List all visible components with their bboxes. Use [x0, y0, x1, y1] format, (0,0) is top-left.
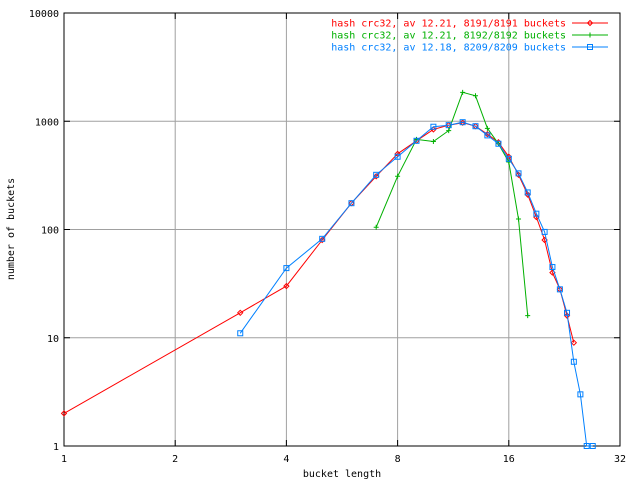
data-point-square: [237, 330, 244, 337]
series-2: [373, 89, 531, 319]
data-point-square: [495, 140, 502, 147]
y-axis-label: number of buckets: [6, 178, 17, 280]
data-point-square: [445, 122, 452, 129]
data-point-square: [430, 123, 437, 130]
data-point-square: [373, 171, 380, 178]
data-point-square: [348, 200, 355, 207]
series-3: [237, 119, 596, 449]
plot-frame: [63, 12, 621, 447]
x-axis-label: bucket length: [303, 469, 381, 480]
data-point-square: [394, 153, 401, 160]
x-tick-label: 16: [503, 454, 515, 465]
data-point-plus: [516, 216, 522, 222]
series-layer: [60, 89, 596, 449]
data-point-plus: [430, 139, 436, 145]
data-point-plus: [446, 128, 452, 134]
data-point-plus: [373, 224, 379, 230]
legend-label: hash crc32, av 12.21, 8192/8192 buckets: [331, 31, 566, 42]
data-point-plus: [395, 173, 401, 179]
data-point-square: [515, 170, 522, 177]
data-point-square: [570, 358, 577, 365]
data-point-square: [533, 210, 540, 217]
data-point-square: [413, 137, 420, 144]
data-point-diamond: [318, 236, 326, 244]
data-point-diamond: [237, 309, 244, 317]
x-tick-label: 8: [395, 454, 401, 465]
data-point-square: [283, 265, 290, 272]
x-tick-label: 32: [614, 454, 626, 465]
data-point-square: [549, 264, 556, 271]
y-tick-label: 10000: [29, 9, 59, 20]
legend: hash crc32, av 12.21, 8191/8191 bucketsh…: [331, 19, 608, 54]
data-point-square: [589, 443, 596, 449]
data-point-diamond: [515, 171, 522, 179]
x-tick-label: 1: [61, 454, 67, 465]
data-point-plus: [484, 125, 490, 131]
data-point-diamond: [586, 19, 594, 27]
data-point-diamond: [60, 410, 68, 417]
data-point-square: [587, 44, 593, 50]
data-point-diamond: [570, 339, 578, 346]
data-point-square: [541, 228, 548, 235]
data-point-square: [583, 443, 590, 449]
legend-label: hash crc32, av 12.18, 8209/8209 buckets: [331, 43, 566, 54]
data-point-square: [484, 132, 491, 139]
y-tick-label: 10: [47, 334, 59, 345]
legend-label: hash crc32, av 12.21, 8191/8191 buckets: [331, 19, 566, 30]
data-point-plus: [460, 89, 466, 95]
data-point-square: [505, 155, 512, 162]
y-tick-label: 1000: [35, 117, 59, 128]
y-tick-label: 100: [41, 226, 59, 237]
x-tick-label: 4: [283, 454, 289, 465]
data-point-square: [319, 235, 326, 242]
data-point-square: [577, 391, 584, 398]
data-point-diamond: [524, 191, 531, 198]
grid-lines: [64, 13, 620, 446]
x-tick-label: 2: [172, 454, 178, 465]
data-point-plus: [587, 32, 593, 38]
data-point-diamond: [372, 173, 380, 180]
data-point-square: [472, 123, 479, 130]
series-line: [239, 121, 593, 447]
data-point-plus: [525, 313, 531, 319]
data-point-square: [459, 119, 466, 126]
y-tick-label: 1: [53, 442, 59, 453]
data-point-diamond: [283, 282, 290, 290]
data-point-square: [556, 286, 563, 293]
data-point-square: [564, 309, 571, 316]
data-point-square: [524, 189, 531, 196]
series-line: [375, 91, 529, 316]
data-point-plus: [472, 93, 478, 99]
